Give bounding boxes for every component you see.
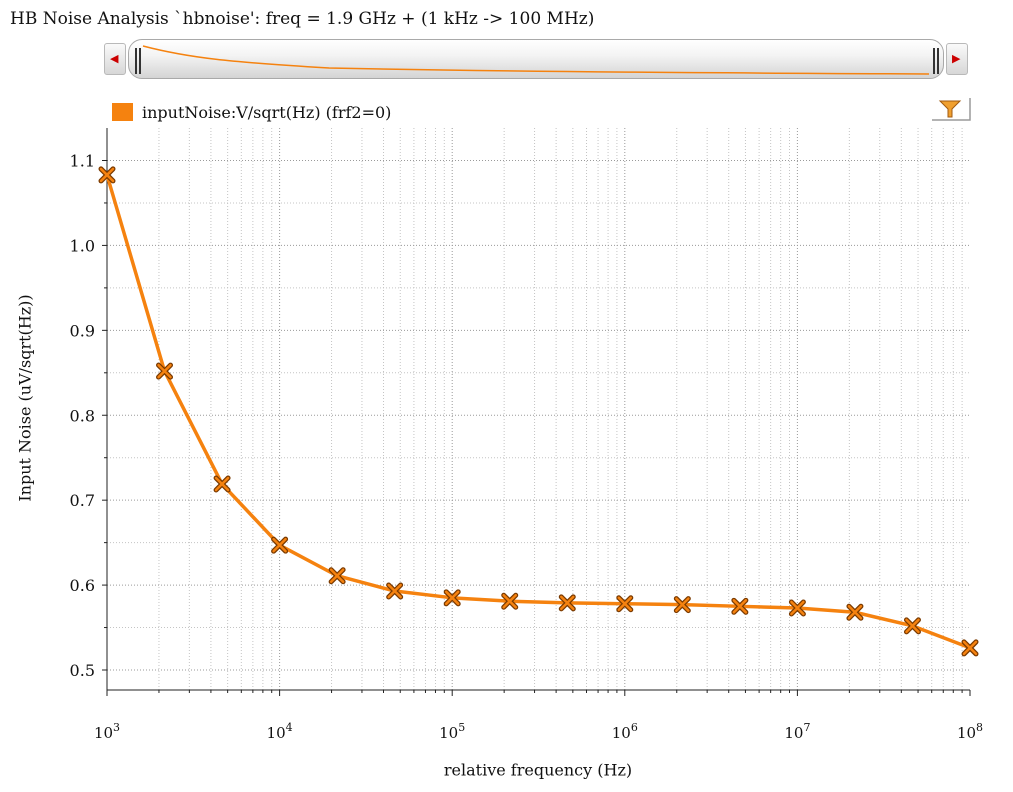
overview-track[interactable] (128, 39, 944, 79)
data-point-marker (675, 597, 690, 612)
x-tick-label: 104 (267, 721, 293, 742)
data-point-marker (502, 593, 517, 609)
overview-strip[interactable]: ◀ ▶ (104, 37, 968, 83)
data-point-marker (99, 167, 115, 183)
y-tick-label: 1.1 (70, 152, 95, 171)
data-point (961, 639, 979, 657)
y-tick-label: 0.6 (70, 576, 95, 595)
x-tick-label: 108 (957, 721, 983, 742)
data-point-marker (617, 596, 633, 612)
data-point (156, 362, 174, 380)
filter-funnel-icon (932, 98, 971, 121)
series-inputNoise (98, 166, 979, 657)
y-tick-label: 0.8 (70, 406, 95, 425)
data-point-marker (962, 640, 978, 656)
data-point-marker (214, 476, 230, 492)
data-point-marker (847, 605, 863, 620)
data-point (386, 582, 404, 600)
grid (106, 128, 970, 690)
window-title: HB Noise Analysis `hbnoise': freq = 1.9 … (10, 9, 595, 29)
data-point-marker (387, 583, 402, 599)
series-line (105, 174, 971, 650)
data-point (616, 595, 634, 613)
data-point (558, 594, 576, 612)
legend-swatch (112, 103, 133, 121)
data-point (443, 589, 461, 607)
filter-button[interactable] (930, 96, 972, 122)
data-point-marker (790, 600, 805, 616)
x-axis-label: relative frequency (Hz) (443, 760, 633, 780)
arrow-left-icon: ◀ (110, 52, 119, 65)
y-tick-label: 0.9 (70, 321, 95, 340)
data-point (846, 603, 864, 621)
scroll-left-button[interactable]: ◀ (104, 43, 126, 75)
x-tick-label: 106 (612, 721, 638, 742)
y-axis-label: Input Noise (uV/sqrt(Hz)) (15, 294, 35, 502)
data-point-marker (272, 537, 287, 553)
data-point (328, 567, 346, 585)
data-point-marker (905, 618, 920, 634)
data-point-marker (157, 363, 172, 379)
data-point (788, 599, 806, 617)
legend-label: inputNoise:V/sqrt(Hz) (frf2=0) (142, 102, 392, 122)
y-tick-label: 1.0 (70, 236, 95, 255)
data-point (673, 596, 691, 614)
arrow-right-icon: ▶ (952, 52, 961, 65)
data-point-marker (444, 590, 460, 606)
x-tick-label: 107 (784, 721, 810, 742)
data-point-marker (329, 568, 345, 583)
data-point (731, 597, 749, 615)
legend[interactable]: inputNoise:V/sqrt(Hz) (frf2=0) (112, 101, 391, 123)
y-tick-label: 0.5 (70, 661, 95, 680)
data-point (98, 166, 116, 184)
data-point-marker (560, 595, 575, 611)
overview-left-grip[interactable] (135, 48, 141, 74)
overview-trace (142, 45, 930, 75)
scroll-right-button[interactable]: ▶ (946, 43, 968, 75)
data-point (213, 475, 231, 493)
x-tick-label: 105 (439, 721, 465, 742)
data-point-marker (732, 599, 748, 614)
y-tick-label: 0.7 (70, 491, 95, 510)
data-point (271, 536, 289, 554)
data-point (501, 592, 519, 610)
overview-right-grip[interactable] (933, 48, 939, 74)
x-tick-label: 103 (94, 721, 120, 742)
data-point (903, 617, 921, 635)
